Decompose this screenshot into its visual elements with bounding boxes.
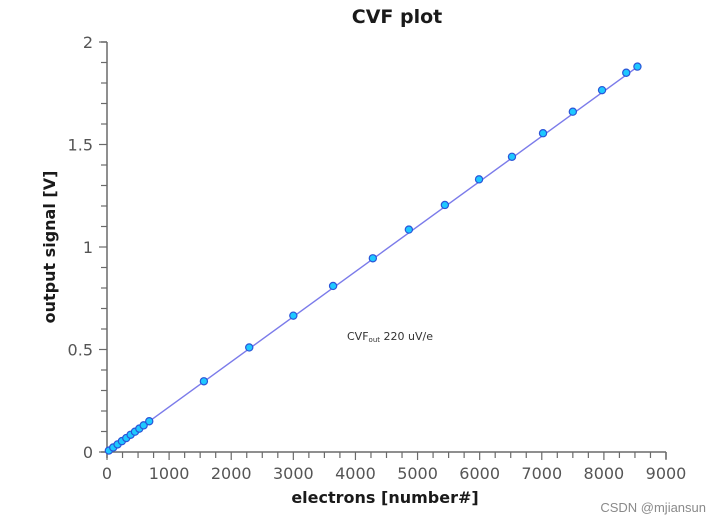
data-point bbox=[597, 85, 607, 95]
data-point bbox=[139, 421, 148, 430]
data-point bbox=[507, 152, 517, 161]
x-tick-label: 3000 bbox=[273, 464, 314, 483]
data-point bbox=[328, 281, 338, 291]
x-tick-label: 6000 bbox=[459, 464, 500, 483]
y-axis-label: output signal [V] bbox=[40, 171, 59, 324]
x-axis-label: electrons [number#] bbox=[291, 488, 478, 507]
data-point bbox=[622, 68, 631, 77]
x-tick-label: 7000 bbox=[521, 464, 562, 483]
x-tick-label: 1000 bbox=[149, 464, 190, 483]
data-point bbox=[633, 62, 642, 71]
y-tick-label: 2 bbox=[83, 33, 93, 52]
x-tick-label: 4000 bbox=[335, 464, 376, 483]
data-point bbox=[245, 343, 254, 352]
x-tick-label: 5000 bbox=[397, 464, 438, 483]
ticks: 0 0.5 1 1.5 2 0 1000 2000 3000 4000 5000 6000 7000 80… bbox=[68, 33, 687, 483]
data-point bbox=[289, 311, 298, 320]
data-point bbox=[538, 129, 548, 138]
x-tick-label: 9000 bbox=[646, 464, 687, 483]
chart-title: CVF plot bbox=[352, 6, 443, 28]
x-tick-label: 8000 bbox=[584, 464, 625, 483]
y-tick-label: 1 bbox=[83, 238, 93, 257]
x-tick-label: 0 bbox=[102, 464, 112, 483]
data-point bbox=[145, 417, 154, 426]
annotation-cvf: CVFout 220 uV/e bbox=[347, 330, 433, 344]
watermark: CSDN @mjiansun bbox=[600, 500, 706, 515]
data-point bbox=[368, 254, 378, 263]
y-tick-label: 0 bbox=[83, 443, 93, 462]
data-point bbox=[404, 225, 414, 234]
data-point bbox=[199, 377, 209, 386]
y-tick-label: 0.5 bbox=[68, 341, 93, 360]
x-tick-label: 2000 bbox=[211, 464, 252, 483]
y-tick-label: 1.5 bbox=[68, 136, 93, 155]
data-points bbox=[104, 62, 642, 455]
data-point bbox=[568, 107, 578, 116]
data-point bbox=[440, 200, 450, 210]
data-point bbox=[474, 175, 484, 184]
